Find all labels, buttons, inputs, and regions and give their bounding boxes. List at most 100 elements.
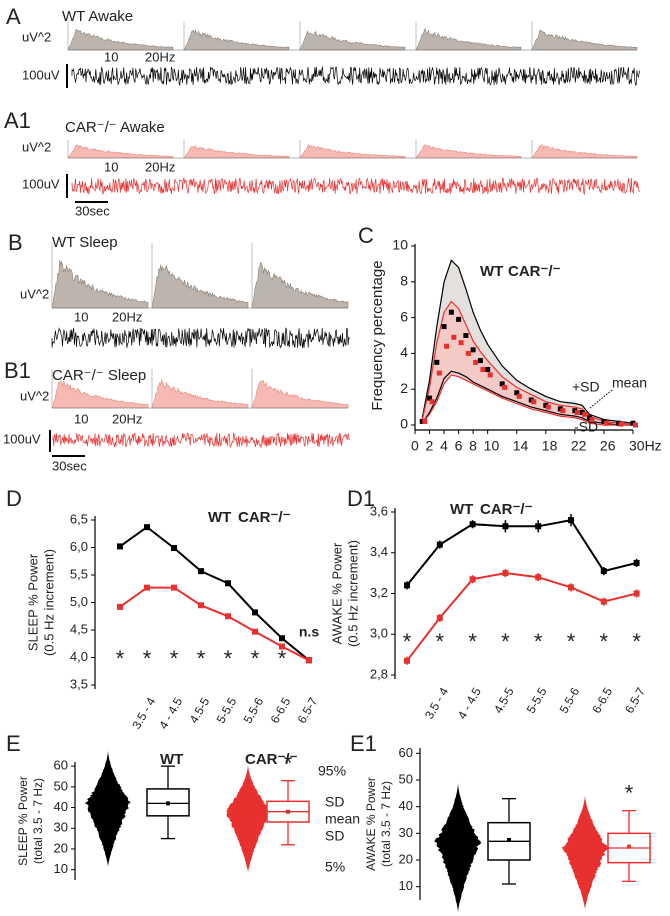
spectrum: [151, 379, 249, 409]
spectrum: [67, 28, 174, 51]
point: [633, 559, 640, 566]
y-axis-title: Frequency percentage: [369, 260, 386, 410]
significance: *: [632, 629, 641, 654]
y-tick-label: 2: [400, 380, 408, 396]
y-tick-label: 10: [392, 237, 408, 253]
point: [198, 602, 204, 609]
mean-marker: [434, 359, 440, 365]
y-tick-label: 6: [400, 308, 408, 324]
x-tick-label: 8: [469, 438, 477, 454]
mean-marker: [582, 411, 588, 417]
trace-title: WT Sleep: [52, 234, 118, 251]
eeg-trace: [52, 432, 350, 448]
point: [279, 643, 285, 650]
freq-label: 10: [104, 49, 118, 64]
mean-marker: [444, 343, 450, 349]
mean-marker: [477, 358, 483, 364]
y-tick-label: 3,6: [370, 503, 388, 518]
spectrum: [415, 28, 522, 51]
y-tick-label: 30: [399, 825, 413, 840]
point: [279, 635, 285, 642]
mean-marker: [456, 316, 462, 322]
panel-label: B: [8, 230, 23, 255]
legend-label: CAR⁻/⁻: [480, 501, 533, 518]
y-tick-label: 10: [399, 878, 413, 893]
significance: *: [170, 646, 179, 671]
trace-title: WT Awake: [62, 8, 133, 25]
mean-marker: [560, 408, 566, 414]
box-legend: SD: [325, 828, 344, 844]
spectrum: [183, 145, 290, 159]
mean-marker: [286, 809, 290, 814]
significance: *: [143, 646, 152, 671]
unit-label: uV^2: [20, 286, 49, 301]
mean-marker: [429, 399, 435, 405]
significance: *: [436, 629, 445, 654]
mean-marker: [422, 418, 428, 424]
point: [171, 584, 177, 591]
y-tick-label: 4,5: [70, 621, 88, 636]
x-tick-label: 18: [542, 438, 558, 454]
panel-label: A: [6, 4, 21, 29]
legend-label: WT: [160, 751, 183, 768]
box-legend: 5%: [325, 859, 345, 875]
point: [404, 582, 410, 589]
x-tick-label: 6: [455, 438, 463, 454]
trace-title: CAR⁻/⁻ Awake: [65, 119, 165, 136]
x-tick-label: 5.5-6: [241, 695, 267, 726]
point: [404, 657, 410, 664]
legend-label: WT: [208, 509, 231, 526]
y-axis-title: (0.5 Hz increment): [345, 540, 360, 647]
legend-label: WT: [450, 501, 473, 518]
mean-marker: [427, 395, 433, 401]
y-axis-title: SLEEP % Power: [16, 776, 30, 866]
mean-marker: [480, 367, 486, 373]
mean-marker: [603, 420, 609, 426]
y-tick-label: 40: [54, 799, 68, 814]
mean-marker: [627, 844, 631, 849]
unit-label: uV^2: [20, 388, 49, 403]
y-tick-label: 10: [54, 861, 68, 876]
spectrum: [531, 144, 638, 159]
mean-marker: [458, 340, 464, 346]
spectrum: [299, 30, 406, 51]
y-axis-title: (0.5 Hz increment): [41, 549, 56, 656]
mean-marker: [502, 384, 508, 390]
x-tick-label: 22: [571, 438, 587, 454]
freq-label: 20Hz: [145, 49, 175, 64]
panel-label: C: [358, 223, 374, 248]
y-tick-label: 20: [399, 851, 413, 866]
box-legend: SD: [325, 794, 344, 810]
y-tick-label: 4,0: [70, 649, 88, 664]
x-tick-label: 4 - 4.5: [455, 685, 484, 722]
significance: *: [116, 646, 125, 671]
swarm: [434, 782, 482, 912]
y-tick-label: 60: [54, 758, 68, 773]
mean-marker: [465, 350, 471, 356]
y-tick-label: 50: [399, 771, 413, 786]
point: [306, 657, 312, 664]
y-tick-label: 5,5: [70, 566, 88, 581]
significance: *: [284, 750, 293, 775]
point: [436, 614, 443, 621]
scale-label: 30sec: [75, 203, 110, 218]
freq-label: 20Hz: [112, 411, 142, 426]
x-tick-label: 4 - 4.5: [156, 695, 185, 732]
scale-label: 30sec: [52, 458, 87, 473]
legend-label: WT: [480, 263, 503, 280]
significance: *: [468, 629, 477, 654]
mean-marker: [516, 393, 522, 399]
series-line: [119, 525, 310, 662]
y-axis-title: SLEEP % Power: [25, 553, 40, 651]
freq-label: 10: [74, 411, 88, 426]
x-tick-label: 5.5-6: [557, 685, 583, 716]
y-tick-label: 30: [54, 820, 68, 835]
legend-label: CAR⁻/⁻: [238, 509, 291, 526]
spectrum: [51, 380, 149, 409]
y-tick-label: 8: [400, 273, 408, 289]
y-tick-label: 2,8: [370, 666, 388, 681]
freq-label: 20Hz: [112, 309, 142, 324]
mean-marker: [448, 309, 454, 315]
freq-label: 20Hz: [145, 159, 175, 174]
